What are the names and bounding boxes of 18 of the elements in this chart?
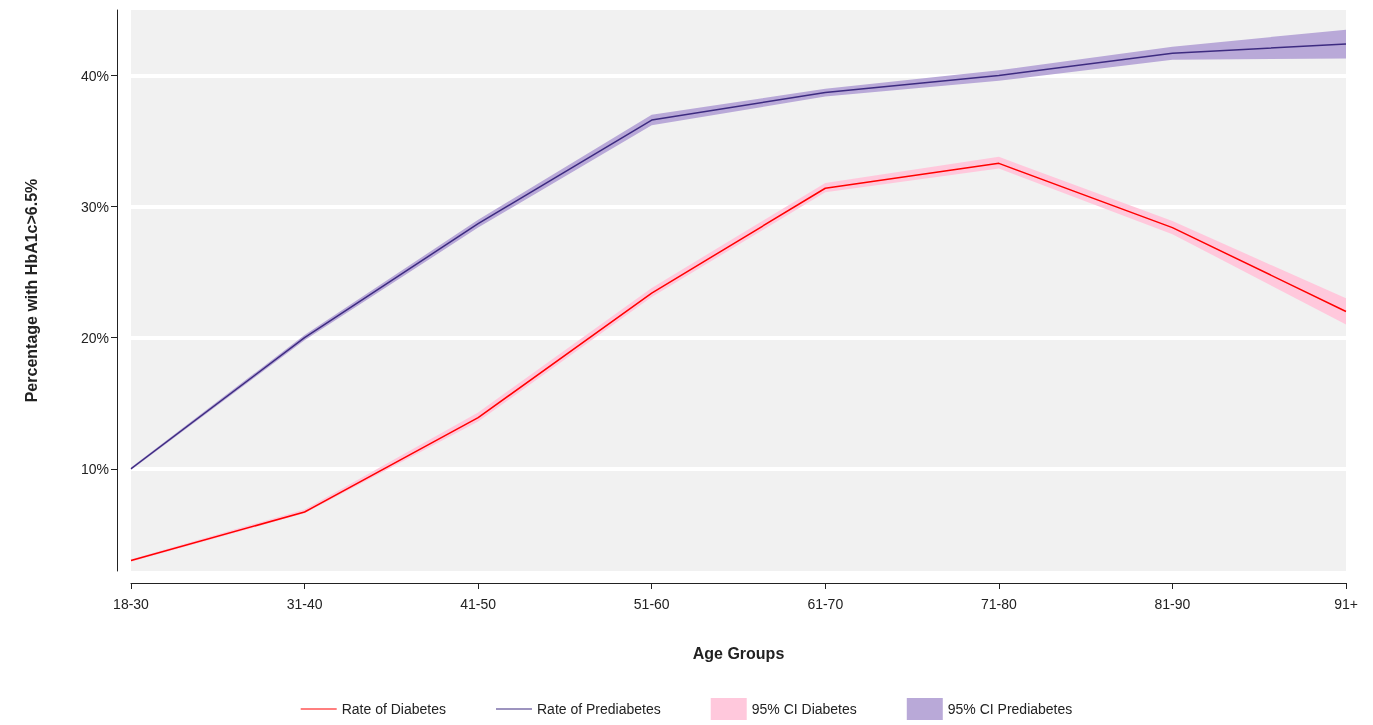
legend-label: 95% CI Prediabetes bbox=[947, 701, 1073, 717]
y-tick-label: 40% bbox=[80, 67, 109, 84]
legend-label: 95% CI Diabetes bbox=[751, 701, 857, 717]
x-tick-label: 41-50 bbox=[460, 596, 497, 612]
x-tick-label: 51-60 bbox=[633, 596, 670, 612]
x-tick-label: 71-80 bbox=[980, 596, 1017, 612]
y-tick-label: 20% bbox=[80, 329, 109, 346]
x-tick-label: 61-70 bbox=[807, 596, 844, 612]
legend-label: Rate of Prediabetes bbox=[536, 701, 661, 717]
x-axis-title: Age Groups bbox=[692, 644, 785, 662]
legend-label: Rate of Diabetes bbox=[341, 701, 446, 717]
y-axis-title: Percentage with HbA1c>6.5% bbox=[22, 178, 40, 403]
x-tick-label: 18-30 bbox=[113, 596, 150, 612]
x-tick-label: 81-90 bbox=[1154, 596, 1191, 612]
x-tick-label: 31-40 bbox=[286, 596, 323, 612]
x-tick-label: 91+ bbox=[1334, 596, 1358, 612]
y-tick-label: 30% bbox=[80, 198, 109, 215]
y-tick-label: 10% bbox=[80, 460, 109, 477]
